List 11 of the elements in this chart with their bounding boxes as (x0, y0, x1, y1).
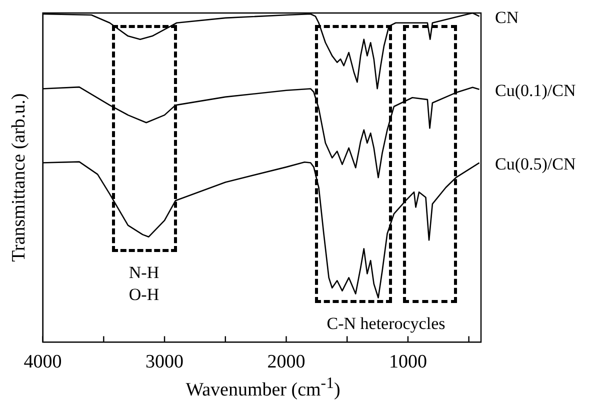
x-tick-label: 3000 (146, 352, 184, 373)
annotation: C-N heterocycles (326, 313, 446, 335)
x-tick-label: 1000 (388, 352, 427, 373)
x-tick-label: 4000 (24, 352, 62, 373)
annotation: N-H O-H (128, 262, 160, 306)
x-axis-title: Wavenumber (cm$^{-1}$) (184, 375, 342, 402)
x-tick-label: 2000 (267, 352, 306, 373)
series-label: CN (495, 8, 519, 27)
series-label: Cu(0.1)/CN (495, 80, 576, 100)
series-label: Cu(0.5)/CN (495, 154, 576, 174)
y-axis-title: Transmittance (arb.u.) (8, 93, 30, 262)
